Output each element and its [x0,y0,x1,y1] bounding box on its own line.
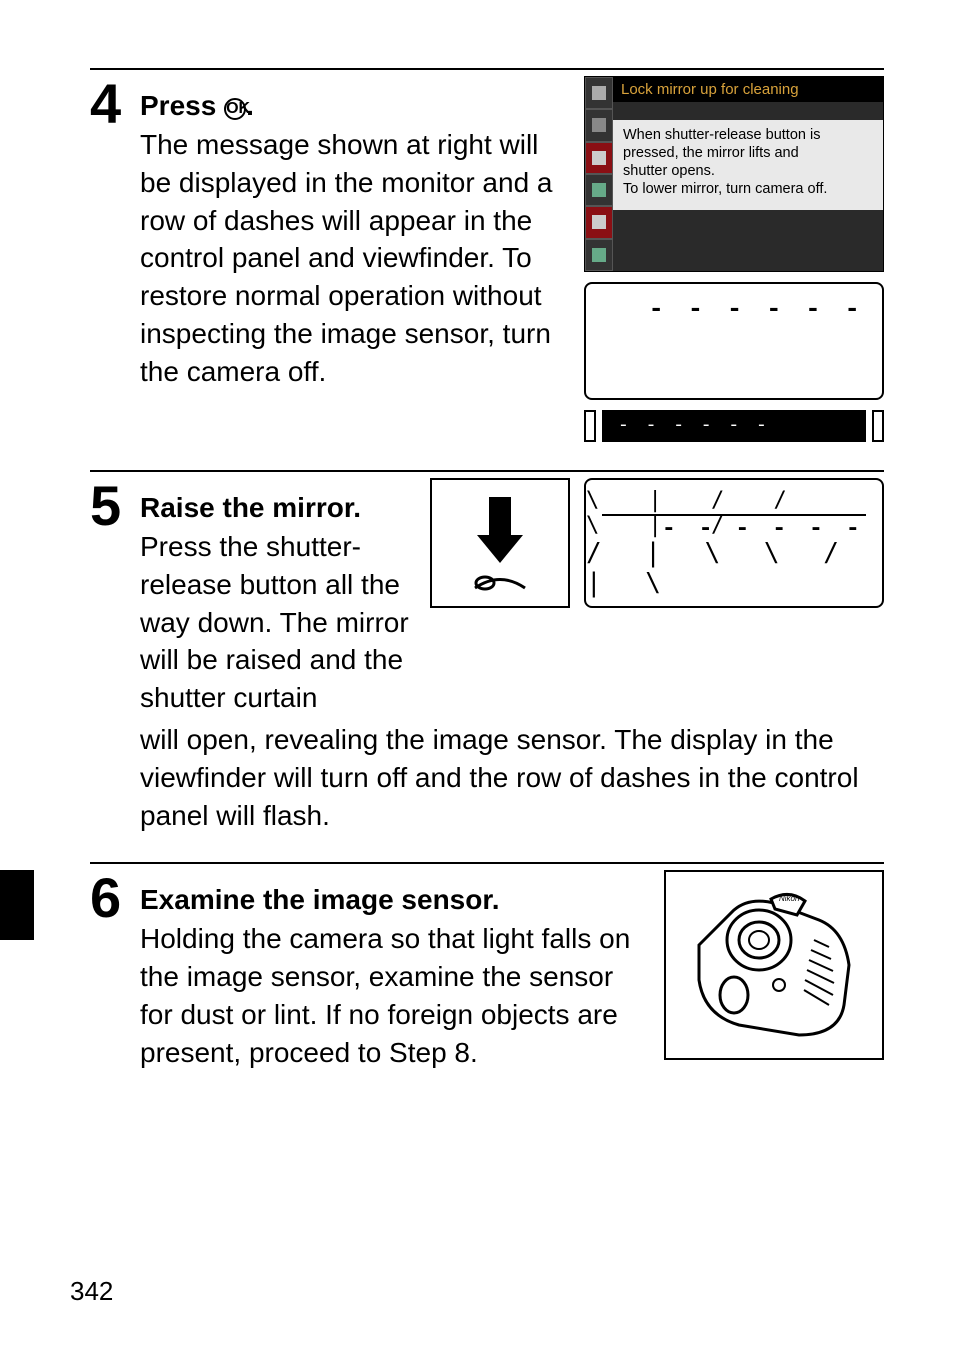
step-4-number: 4 [90,76,136,132]
monitor-msg-line: To lower mirror, turn camera off. [623,180,873,198]
viewfinder-dashes: - - - - - - [618,416,770,436]
monitor-message: When shutter-release button is pressed, … [613,120,883,210]
step-5-number: 5 [90,478,136,534]
camera-illustration: Nikon [664,870,884,1060]
step-4-body: The message shown at right will be displ… [140,126,566,391]
page-number: 342 [70,1276,113,1307]
step-5-body-wide: will open, revealing the image sensor. T… [140,721,884,834]
control-panel-flashing: \ | / / \ | / - - - - - - / | \ \ / | \ [584,478,884,608]
monitor-tab [585,174,613,206]
step-4-title-suffix: . [246,90,254,121]
monitor-tab [585,206,613,238]
step-5-body-narrow: Press the shutter-release button all the… [140,528,416,717]
control-panel-dashes: - - - - - - [648,294,864,324]
monitor-title: Lock mirror up for cleaning [613,77,883,102]
monitor-msg-line: pressed, the mirror lifts and [623,144,873,162]
step-6: 6 Examine the image sensor. Holding the … [90,862,884,1071]
step-5: 5 Raise the mirror. Press the shutter-re… [90,470,884,834]
ok-icon: OK [224,98,246,120]
monitor-tab-active [585,142,613,174]
control-panel-illustration: - - - - - - [584,282,884,400]
monitor-tab [585,109,613,141]
monitor-tab [585,77,613,109]
monitor-tab [585,239,613,271]
monitor-msg-line: shutter opens. [623,162,873,180]
viewfinder-bar: - - - - - - [584,410,884,442]
step-6-body: Holding the camera so that light falls o… [140,920,644,1071]
monitor-msg-line: When shutter-release button is [623,126,873,144]
step-5-title: Raise the mirror. [140,492,416,524]
monitor-screenshot: Lock mirror up for cleaning When shutter… [584,76,884,272]
step-6-number: 6 [90,870,136,926]
shutter-press-illustration [430,478,570,608]
svg-text:Nikon: Nikon [779,894,800,903]
camera-icon: Nikon [679,885,869,1045]
step-4-title: Press OK. [140,90,566,122]
arrow-down-icon [465,493,535,593]
step-4: 4 Press OK. The message shown at right w… [90,68,884,442]
step-4-title-prefix: Press [140,90,224,121]
monitor-tab-strip [585,77,613,271]
section-side-tab [0,870,34,940]
flash-ticks-bottom: / | \ \ / | \ [586,538,860,598]
step-6-title: Examine the image sensor. [140,884,644,916]
